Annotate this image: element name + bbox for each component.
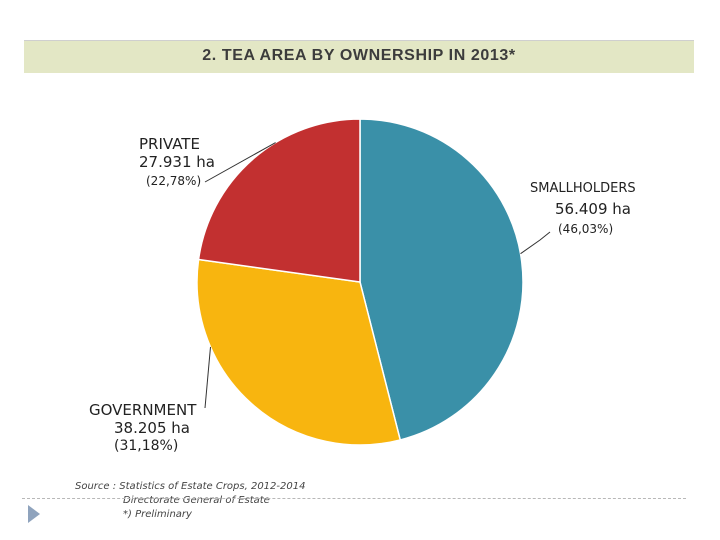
label-government-percent: (31,18%) (114, 438, 179, 454)
label-private-percent: (22,78%) (146, 174, 202, 188)
pie-slice-smallholders (359, 118, 524, 441)
leader-line-government (204, 346, 211, 409)
pie-slice-government (196, 258, 402, 446)
title-bar: 2. TEA AREA BY OWNERSHIP IN 2013* (24, 41, 694, 73)
title-top-rule (24, 40, 694, 41)
label-private-name: PRIVATE (139, 135, 200, 153)
label-smallholders-percent: (46,03%) (558, 222, 614, 236)
label-government-value: 38.205 ha (114, 419, 190, 437)
label-government-name: GOVERNMENT (89, 401, 197, 419)
leader-line-smallholders (520, 231, 551, 255)
label-private-value: 27.931 ha (139, 153, 215, 171)
triangle-bullet-icon (28, 505, 40, 523)
source-line-3: *) Preliminary (123, 509, 192, 520)
source-note: Source : Statistics of Estate Crops, 201… (75, 480, 305, 522)
footer-dashed-rule (22, 498, 686, 499)
chart-title: 2. TEA AREA BY OWNERSHIP IN 2013* (202, 47, 516, 64)
source-line-1: Source : Statistics of Estate Crops, 201… (75, 481, 306, 492)
leader-line-private (204, 142, 276, 183)
label-smallholders-name: SMALLHOLDERS (530, 181, 636, 196)
pie-slice-private (197, 118, 361, 283)
label-smallholders-value: 56.409 ha (555, 200, 631, 218)
source-line-2: Directorate General of Estate (123, 495, 270, 506)
